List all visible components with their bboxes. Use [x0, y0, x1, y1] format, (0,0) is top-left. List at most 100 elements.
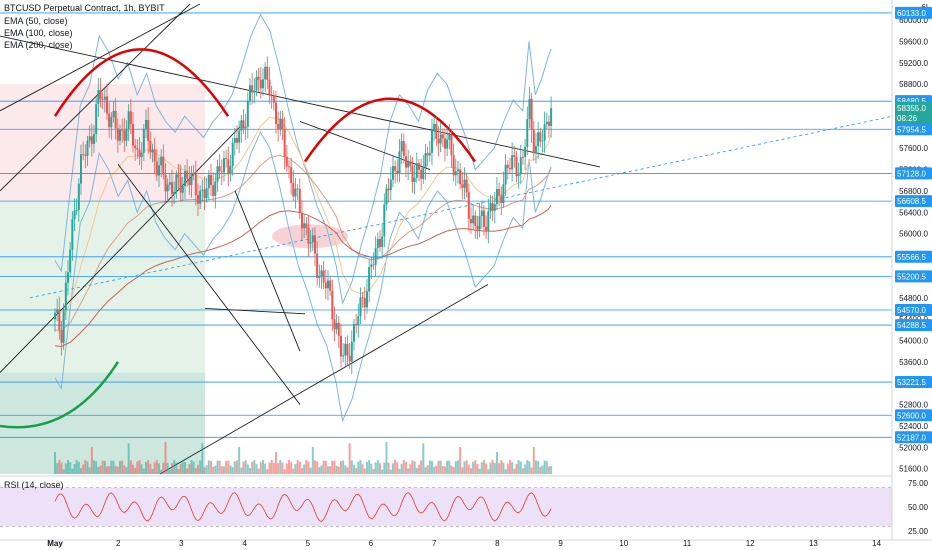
rsi-tick-label: 25.00	[908, 527, 929, 536]
candle-body	[526, 119, 529, 147]
volume-bar	[450, 465, 453, 474]
price-level-badge[interactable]	[895, 195, 932, 208]
price-level-badge[interactable]	[895, 250, 932, 263]
candle-body	[246, 100, 249, 127]
candle-body	[511, 155, 514, 170]
candle-body	[97, 90, 100, 105]
candle-body	[71, 219, 74, 250]
candle-body	[218, 166, 221, 172]
candle-body	[378, 238, 381, 247]
candle-body	[459, 169, 462, 185]
price-level-badge[interactable]	[895, 431, 932, 444]
candle-body	[60, 330, 63, 343]
volume-bar	[383, 462, 386, 474]
price-level-badge[interactable]	[895, 319, 932, 332]
price-level-badge[interactable]	[895, 6, 932, 19]
candle-body	[326, 280, 329, 289]
price-tick-label: 59600.0	[899, 37, 928, 46]
candle-body	[73, 210, 76, 220]
candle-body	[335, 322, 338, 330]
candle-body	[305, 223, 308, 228]
trendline[interactable]	[0, 126, 241, 373]
volume-bar	[437, 460, 440, 474]
candle-body	[138, 149, 141, 157]
candle-body	[207, 174, 210, 189]
trendline[interactable]	[204, 307, 306, 315]
candle-body	[264, 66, 267, 80]
green-arc[interactable]	[0, 361, 120, 429]
candle-body	[69, 249, 72, 273]
volume-bar	[125, 467, 128, 474]
price-level-badge[interactable]	[895, 270, 932, 283]
volume-bar	[402, 460, 405, 474]
candle-body	[407, 161, 410, 168]
volume-bar	[545, 460, 548, 474]
red-arc-right[interactable]	[303, 97, 477, 163]
volume-bar	[64, 463, 67, 474]
volume-bar	[99, 465, 102, 474]
red-arc-left[interactable]	[53, 48, 230, 117]
volume-bar	[283, 469, 286, 474]
candle-body	[77, 183, 80, 210]
volume-bar	[110, 460, 113, 474]
candle-body	[58, 309, 61, 331]
candle-body	[56, 309, 59, 313]
candle-body	[461, 184, 464, 188]
candle-body	[290, 166, 293, 183]
time-tick-label: 13	[809, 539, 818, 548]
candle-body	[251, 85, 254, 93]
price-level-badge[interactable]	[895, 304, 932, 317]
volume-bar	[285, 463, 288, 474]
volume-bar	[108, 466, 111, 474]
candle-body	[231, 142, 234, 167]
candle-body	[227, 159, 230, 174]
volume-bar	[257, 468, 260, 474]
candle-body	[491, 203, 494, 211]
price-level-badge-text: 55200.5	[897, 272, 926, 281]
candle-body	[92, 134, 95, 144]
price-level-badge[interactable]	[895, 167, 932, 180]
volume-bar	[530, 467, 533, 474]
volume-bar	[235, 460, 238, 474]
volume-bar	[134, 467, 137, 474]
volume-bar	[298, 461, 301, 474]
volume-bar	[281, 462, 284, 474]
volume-bar	[216, 460, 219, 474]
trendline[interactable]	[159, 284, 489, 475]
time-tick-label: 7	[432, 539, 437, 548]
volume-bar	[413, 461, 416, 474]
price-level-badge[interactable]	[895, 409, 932, 422]
volume-bar	[105, 466, 108, 474]
volume-bar	[435, 465, 438, 474]
volume-bar	[138, 460, 141, 474]
trendline[interactable]	[0, 35, 601, 168]
candle-body	[422, 167, 425, 179]
candle-body	[214, 181, 217, 196]
candle-body	[361, 297, 364, 299]
candle-body	[300, 212, 303, 229]
candle-body	[313, 235, 316, 254]
volume-bar	[240, 467, 243, 474]
current-price-badge[interactable]	[895, 101, 932, 124]
volume-bar	[214, 465, 217, 474]
trendline[interactable]	[117, 163, 301, 405]
trendline[interactable]	[234, 190, 301, 352]
candle-body	[88, 136, 91, 141]
volume-bar	[474, 460, 477, 474]
price-level-badge[interactable]	[895, 123, 932, 136]
volume-bar	[144, 462, 147, 474]
price-level-badge[interactable]	[895, 376, 932, 389]
volume-bar	[290, 462, 293, 474]
time-tick-label: 11	[683, 539, 692, 548]
bollinger-lower	[54, 131, 552, 423]
candle-body	[439, 134, 442, 144]
candle-body	[467, 192, 470, 220]
trendline[interactable]	[0, 3, 191, 192]
candle-body	[448, 134, 451, 140]
volume-bar	[123, 465, 126, 474]
volume-bar	[160, 469, 163, 474]
candle-body	[396, 170, 399, 174]
candle-body	[320, 270, 323, 277]
